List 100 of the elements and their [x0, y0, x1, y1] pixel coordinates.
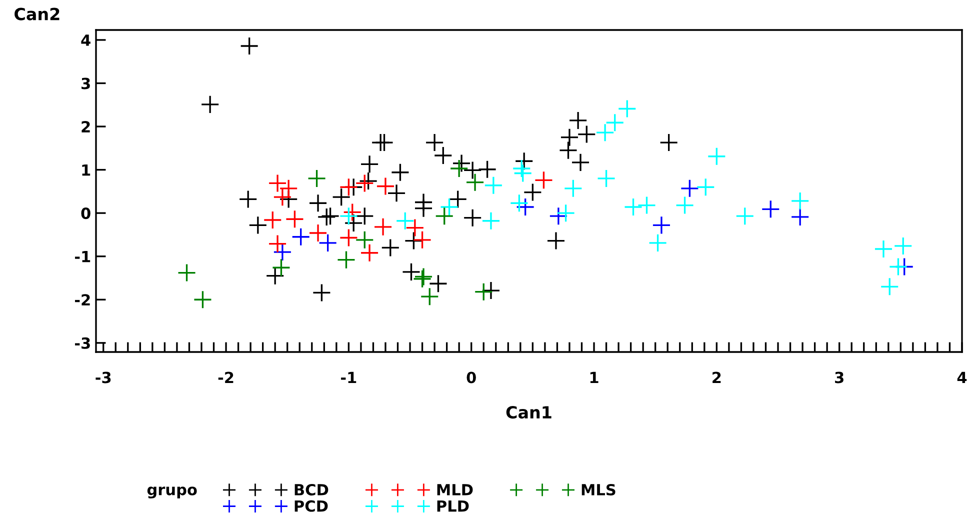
- y-tick-label: 0: [81, 208, 90, 220]
- x-tick-label: -2: [218, 372, 234, 384]
- point: [558, 140, 578, 160]
- point: [761, 200, 780, 219]
- point: [894, 236, 912, 256]
- point: [790, 192, 810, 210]
- point: [339, 178, 358, 196]
- point: [240, 36, 259, 56]
- point: [512, 159, 531, 178]
- point: [248, 216, 268, 235]
- point: [339, 228, 358, 248]
- point: [376, 176, 395, 196]
- point: [396, 212, 414, 230]
- point: [434, 146, 452, 165]
- point: [482, 281, 500, 300]
- point: [510, 194, 529, 212]
- point: [450, 159, 468, 178]
- point: [888, 257, 908, 276]
- point: [596, 169, 616, 188]
- point: [402, 262, 421, 282]
- point: [320, 206, 340, 226]
- point: [440, 198, 459, 216]
- point: [549, 206, 568, 226]
- point: [560, 128, 579, 147]
- point: [355, 174, 374, 193]
- point: [618, 99, 636, 118]
- legend-title: grupo: [147, 486, 197, 498]
- point: [308, 224, 328, 242]
- point: [675, 196, 694, 215]
- point: [478, 160, 497, 179]
- x-tick-label: 0: [466, 372, 476, 384]
- point: [474, 282, 493, 302]
- point: [387, 184, 406, 203]
- point: [568, 111, 588, 130]
- point: [707, 147, 726, 166]
- point: [659, 133, 678, 152]
- point: [414, 198, 433, 218]
- point: [339, 206, 358, 226]
- point: [318, 234, 338, 252]
- point: [514, 152, 534, 170]
- point: [360, 244, 379, 262]
- x-tick-label: -3: [96, 372, 111, 384]
- point: [308, 194, 328, 212]
- point: [193, 290, 212, 309]
- point: [546, 231, 566, 250]
- point: [336, 250, 356, 270]
- point: [637, 196, 656, 215]
- y-tick-label: 2: [82, 120, 90, 132]
- point: [564, 179, 582, 198]
- point: [263, 210, 282, 230]
- point: [880, 277, 899, 296]
- point: [571, 153, 590, 172]
- point: [238, 190, 258, 209]
- point: [177, 263, 196, 282]
- point: [696, 178, 715, 196]
- point: [435, 206, 454, 226]
- point: [343, 202, 362, 222]
- point: [312, 283, 332, 302]
- y-tick-label: -3: [74, 337, 90, 349]
- point: [523, 182, 542, 202]
- point: [516, 198, 535, 216]
- point: [273, 242, 292, 262]
- y-tick-label: -2: [74, 294, 90, 306]
- point: [624, 198, 643, 216]
- point: [514, 164, 532, 183]
- point: [484, 176, 503, 195]
- x-tick-label: 4: [957, 372, 967, 384]
- point: [652, 216, 671, 235]
- point: [648, 234, 668, 252]
- x-tick-label: 2: [712, 372, 721, 384]
- point: [317, 208, 336, 226]
- legend-label: MLS: [582, 484, 616, 496]
- point: [381, 238, 400, 258]
- point: [874, 240, 893, 258]
- point: [452, 154, 471, 173]
- point: [307, 169, 326, 188]
- point: [577, 124, 596, 144]
- legend-label: PLD: [437, 500, 469, 512]
- point: [374, 218, 392, 236]
- point: [355, 230, 374, 250]
- point: [680, 179, 700, 198]
- y-axis-title: Can2: [14, 8, 60, 20]
- point: [406, 218, 424, 238]
- x-tick-label: 3: [835, 372, 844, 384]
- legend-label: BCD: [294, 484, 328, 496]
- point: [404, 231, 424, 250]
- point: [285, 210, 304, 228]
- point: [482, 212, 500, 230]
- y-tick-label: 3: [82, 78, 90, 90]
- point: [736, 206, 754, 226]
- point: [534, 170, 554, 190]
- point: [425, 133, 444, 152]
- point: [371, 133, 390, 152]
- point: [268, 174, 287, 193]
- point: [463, 160, 482, 180]
- x-tick-label: -1: [341, 372, 356, 384]
- y-tick-label: -1: [74, 251, 90, 262]
- point: [268, 234, 287, 254]
- point: [448, 190, 468, 209]
- point: [556, 204, 576, 222]
